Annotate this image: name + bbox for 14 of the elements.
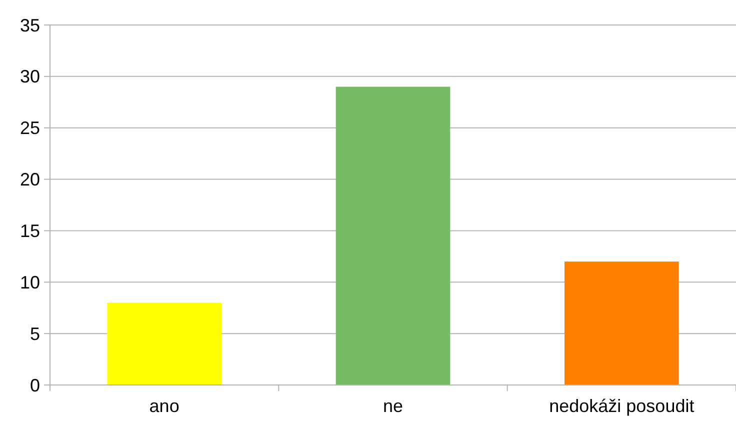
y-tick-label: 35 <box>20 15 40 36</box>
bar <box>564 262 679 385</box>
y-tick-label: 5 <box>30 324 40 344</box>
x-tick-label: nedokáži posoudit <box>549 396 694 416</box>
y-tick-label: 10 <box>20 272 40 292</box>
y-tick-label: 20 <box>20 170 40 190</box>
x-tick-label: ano <box>149 396 180 416</box>
bar <box>107 302 222 385</box>
bar <box>336 86 450 385</box>
y-tick-label: 30 <box>20 66 40 87</box>
x-tick-label: ne <box>382 396 404 416</box>
y-tick-label: 15 <box>20 221 40 242</box>
y-tick-label: 25 <box>20 118 40 138</box>
y-tick-label: 0 <box>30 375 40 396</box>
